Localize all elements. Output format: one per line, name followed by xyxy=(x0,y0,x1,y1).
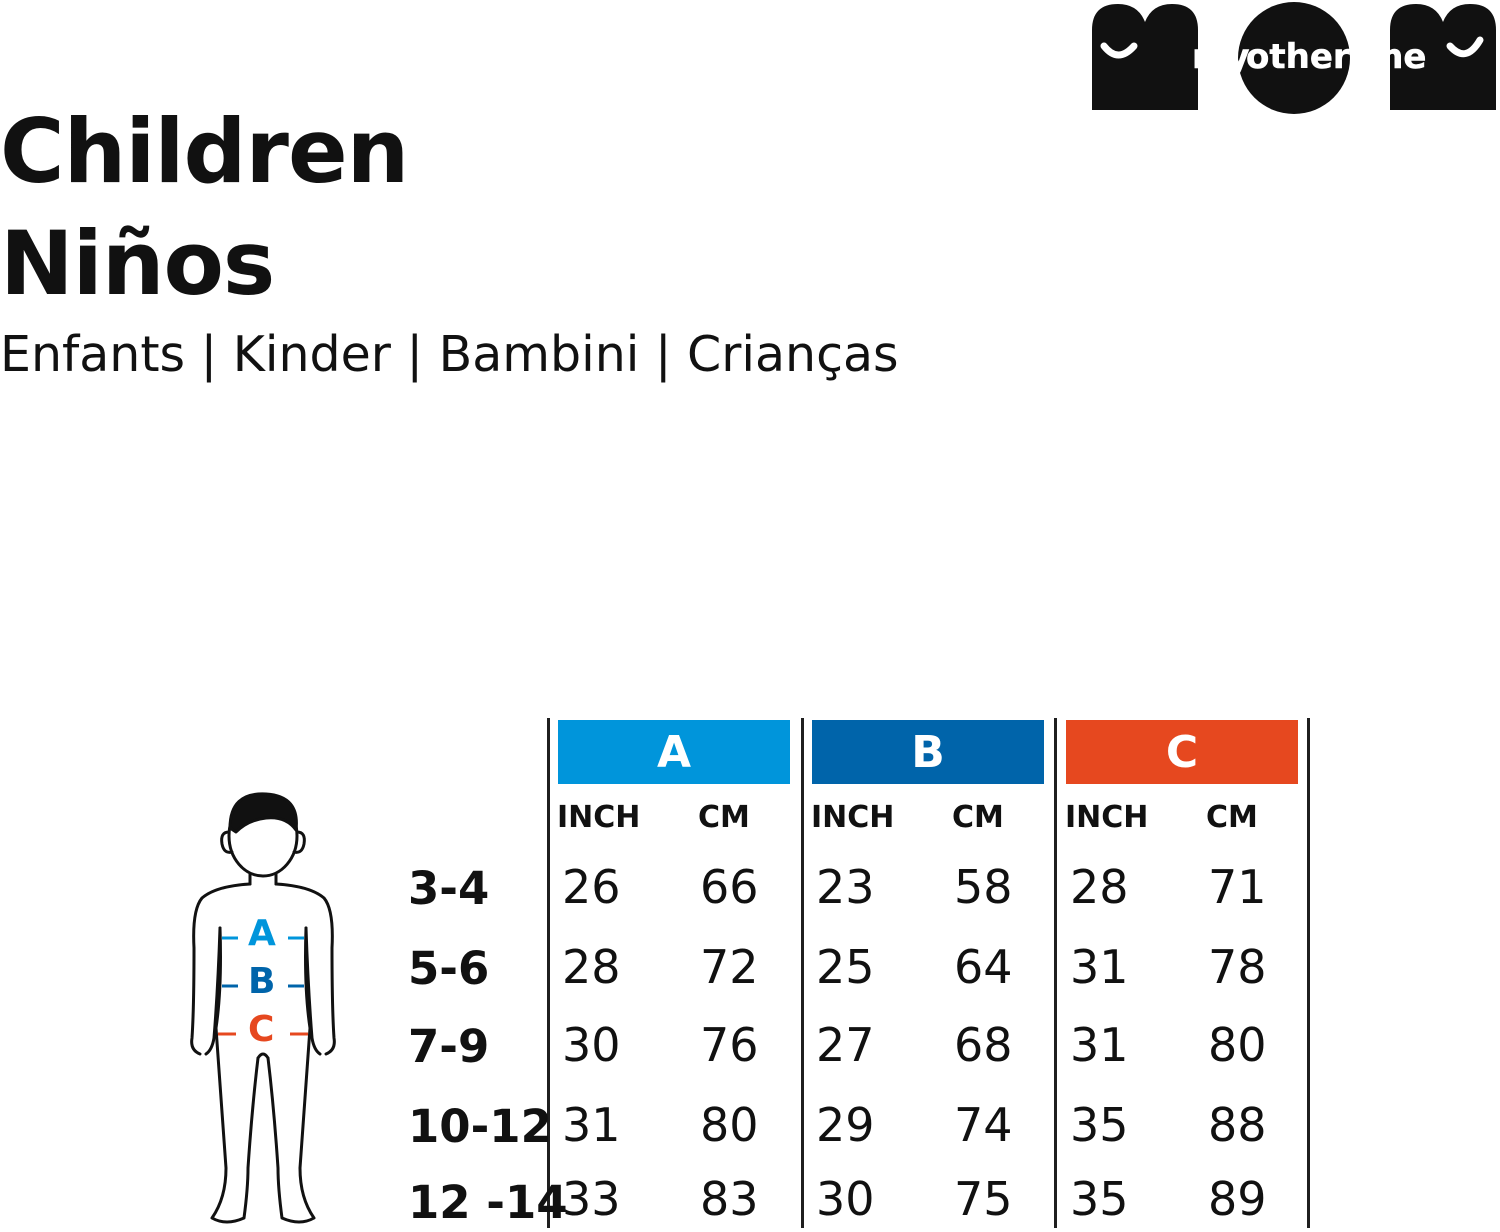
table-cell-a-cm: 80 xyxy=(700,1098,759,1152)
table-cell-a-cm: 76 xyxy=(700,1018,759,1072)
table-cell-c-inch: 31 xyxy=(1070,940,1129,994)
page-title-spanish: Niños xyxy=(0,212,275,315)
table-cell-b-inch: 30 xyxy=(816,1172,875,1226)
table-cell-b-cm: 68 xyxy=(954,1018,1013,1072)
table-cell-a-cm: 72 xyxy=(700,940,759,994)
column-divider xyxy=(801,718,804,1228)
table-cell-b-cm: 58 xyxy=(954,860,1013,914)
table-cell-b-cm: 75 xyxy=(954,1172,1013,1226)
table-cell-b-inch: 29 xyxy=(816,1098,875,1152)
table-cell-a-inch: 26 xyxy=(562,860,621,914)
page-title: Children xyxy=(0,100,409,203)
table-cell-b-inch: 23 xyxy=(816,860,875,914)
table-cell-c-inch: 35 xyxy=(1070,1172,1129,1226)
size-label: 7-9 xyxy=(408,1020,490,1073)
brand-logo: my other me xyxy=(1088,0,1500,118)
table-cell-a-inch: 33 xyxy=(562,1172,621,1226)
table-cell-c-cm: 71 xyxy=(1208,860,1267,914)
table-cell-c-inch: 35 xyxy=(1070,1098,1129,1152)
figure-label-a: A xyxy=(248,913,276,954)
column-divider xyxy=(1307,718,1310,1228)
table-cell-c-inch: 31 xyxy=(1070,1018,1129,1072)
logo-word-other: other xyxy=(1246,37,1350,77)
figure-label-b: B xyxy=(248,961,276,1002)
table-cell-a-cm: 66 xyxy=(700,860,759,914)
page-subtitle-translations: Enfants | Kinder | Bambini | Crianças xyxy=(0,326,899,383)
column-divider xyxy=(1054,718,1057,1228)
table-cell-c-inch: 28 xyxy=(1070,860,1129,914)
unit-label-c-inch: INCH xyxy=(1065,800,1149,835)
header-measurement-a: A xyxy=(558,720,790,784)
table-cell-c-cm: 80 xyxy=(1208,1018,1267,1072)
unit-label-b-inch: INCH xyxy=(811,800,895,835)
size-label: 3-4 xyxy=(408,862,490,915)
logo-word-me: me xyxy=(1368,37,1427,77)
unit-label-b-cm: CM xyxy=(952,800,1004,835)
table-cell-a-inch: 30 xyxy=(562,1018,621,1072)
table-cell-b-inch: 27 xyxy=(816,1018,875,1072)
table-cell-b-cm: 74 xyxy=(954,1098,1013,1152)
header-measurement-b: B xyxy=(812,720,1044,784)
logo-word-my: my xyxy=(1192,37,1250,77)
column-divider xyxy=(547,718,550,1228)
table-cell-a-inch: 28 xyxy=(562,940,621,994)
unit-label-a-inch: INCH xyxy=(557,800,641,835)
table-cell-c-cm: 78 xyxy=(1208,940,1267,994)
figure-label-c: C xyxy=(248,1009,275,1050)
unit-label-a-cm: CM xyxy=(698,800,750,835)
table-cell-b-cm: 64 xyxy=(954,940,1013,994)
table-cell-a-cm: 83 xyxy=(700,1172,759,1226)
table-cell-b-inch: 25 xyxy=(816,940,875,994)
child-outline-icon xyxy=(190,792,336,1224)
size-label: 5-6 xyxy=(408,942,490,995)
size-label: 12 -14 xyxy=(408,1176,568,1229)
table-cell-c-cm: 89 xyxy=(1208,1172,1267,1226)
size-label: 10-12 xyxy=(408,1100,552,1153)
unit-label-c-cm: CM xyxy=(1206,800,1258,835)
child-body-figure: A B C xyxy=(186,788,346,1228)
mom-logo-mark: my other me xyxy=(1092,2,1496,114)
table-cell-a-inch: 31 xyxy=(562,1098,621,1152)
table-cell-c-cm: 88 xyxy=(1208,1098,1267,1152)
header-measurement-c: C xyxy=(1066,720,1298,784)
